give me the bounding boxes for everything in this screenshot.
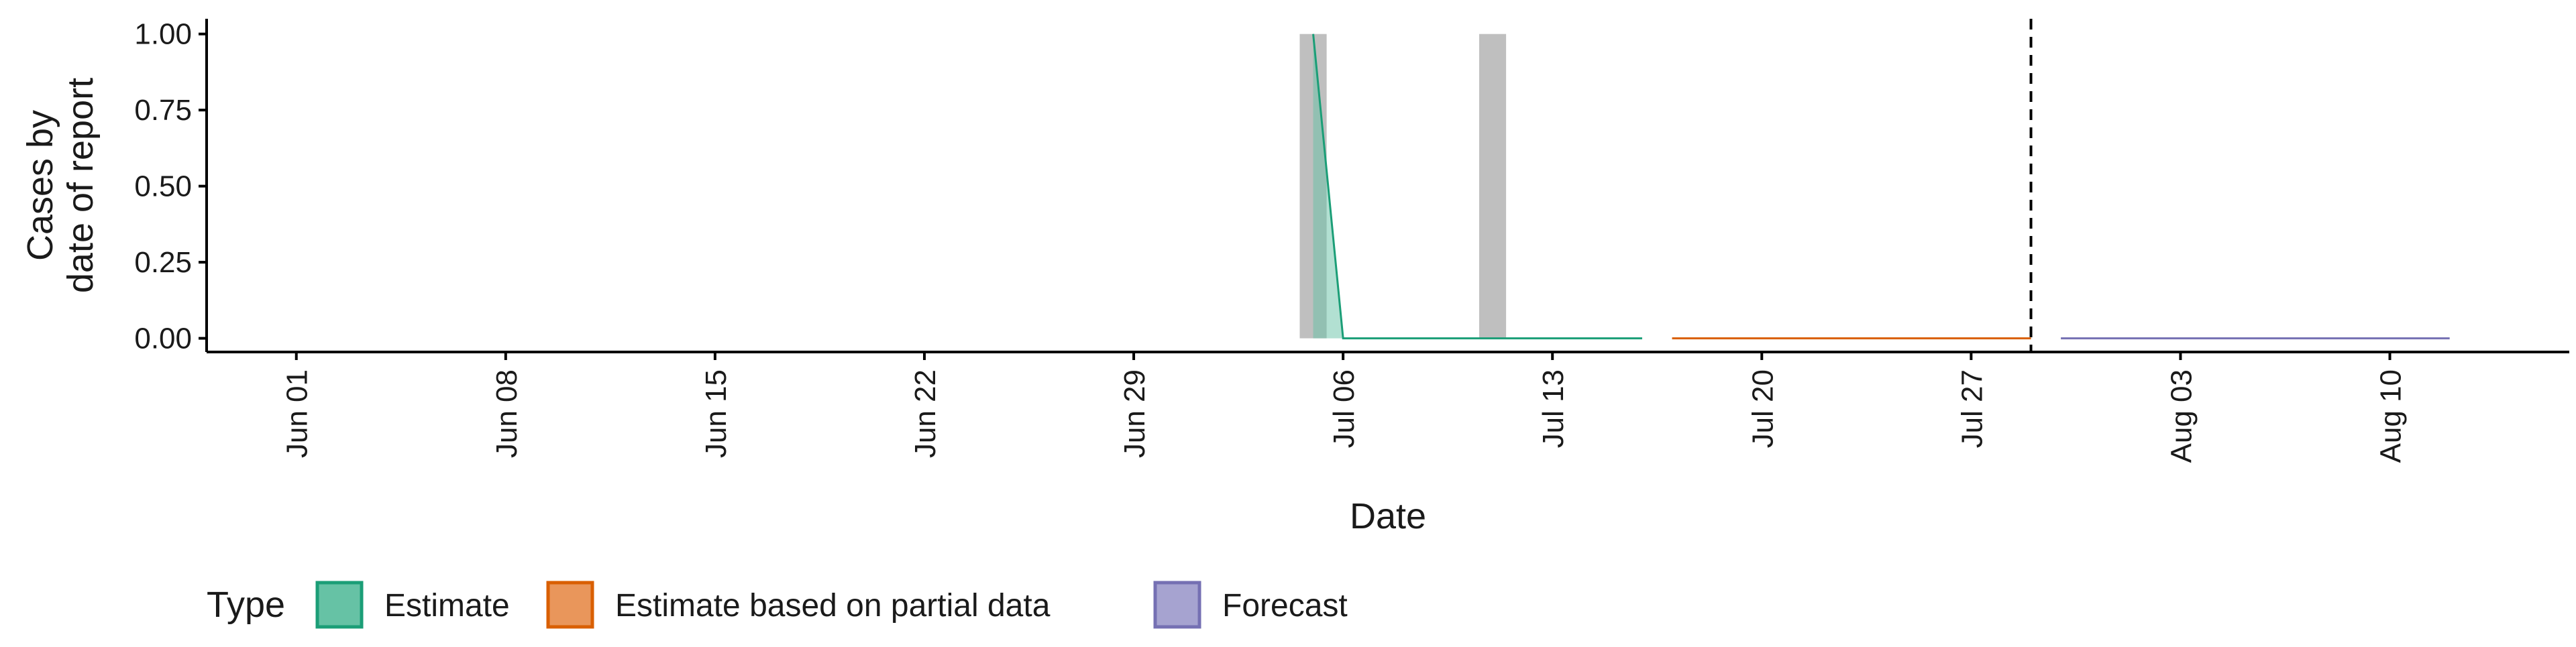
legend-key-2 bbox=[1153, 581, 1201, 629]
y-axis-title-line-1: date of report bbox=[60, 78, 101, 293]
series-area-0 bbox=[1313, 34, 1642, 339]
legend-label-2: Forecast bbox=[1222, 588, 1348, 624]
x-tick-label-0: Jun 01 bbox=[281, 369, 314, 458]
axes-layer: 0.00 0.25 0.50 0.75 1.00 Jun 01 Jun 08 Jun 15 Ju… bbox=[20, 18, 2569, 536]
x-tick-label-7: Jul 20 bbox=[1746, 369, 1779, 448]
y-tick-label-1: 0.25 bbox=[134, 246, 192, 279]
x-tick-label-9: Aug 03 bbox=[2165, 369, 2198, 463]
legend-key-0 bbox=[315, 581, 364, 629]
x-tick-label-5: Jul 06 bbox=[1328, 369, 1360, 448]
reported-case-bar-1 bbox=[1479, 34, 1507, 339]
x-tick-label-10: Aug 10 bbox=[2375, 369, 2408, 463]
x-axis-title: Date bbox=[1350, 496, 1426, 536]
legend-title: Type bbox=[207, 585, 285, 625]
x-tick-label-2: Jun 15 bbox=[700, 369, 733, 458]
y-axis-title: Cases bydate of report bbox=[20, 78, 101, 293]
y-tick-label-0: 0.00 bbox=[134, 322, 192, 355]
series-line-0 bbox=[1312, 34, 1642, 340]
series-layer bbox=[1312, 34, 2450, 340]
x-tick-label-6: Jul 13 bbox=[1537, 369, 1570, 448]
x-tick-label-4: Jun 29 bbox=[1118, 369, 1151, 458]
y-axis-title-line-0: Cases by bbox=[20, 110, 60, 261]
y-tick-label-2: 0.50 bbox=[134, 170, 192, 203]
legend-label-1: Estimate based on partial data bbox=[615, 588, 1051, 624]
legend-label-0: Estimate bbox=[384, 588, 510, 624]
y-tick-label-4: 1.00 bbox=[134, 18, 192, 51]
x-tick-label-1: Jun 08 bbox=[490, 369, 523, 458]
legend-key-1 bbox=[546, 581, 594, 629]
y-tick-label-3: 0.75 bbox=[134, 94, 192, 127]
legend: Type Estimate Estimate based on partial da… bbox=[207, 581, 1348, 629]
x-tick-label-8: Jul 27 bbox=[1955, 369, 1988, 448]
x-tick-label-3: Jun 22 bbox=[909, 369, 942, 458]
